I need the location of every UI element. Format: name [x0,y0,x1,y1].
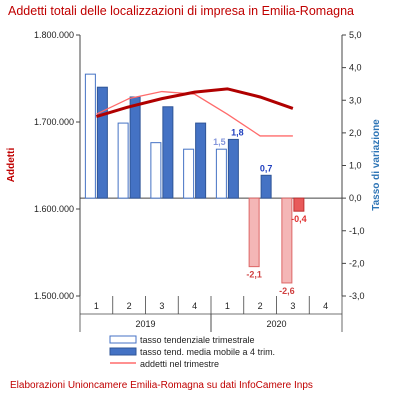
right-tick-label: 4,0 [349,63,362,73]
bar-tendenziale [150,142,162,199]
legend-swatch-filled [109,347,137,356]
line-addetti [96,90,293,137]
right-tick-label: -2,0 [349,258,365,268]
line-trend [95,87,294,118]
bar-tendenziale [84,73,96,199]
right-tick-label: 2,0 [349,128,362,138]
x-tick-label: 3 [159,301,164,311]
legend-label: tasso tendenziale trimestrale [140,335,255,345]
bar-media-mobile [293,197,305,212]
right-tick-label: 0,0 [349,193,362,203]
x-tick-label: 2 [127,301,132,311]
x-tick-label: 2 [258,301,263,311]
legend-swatch-outline [109,335,137,344]
right-tick-label: 3,0 [349,95,362,105]
bar-media-mobile [227,138,239,199]
bar-media-mobile [260,174,272,199]
data-label: 1,5 [213,137,226,147]
data-label: 1,8 [231,127,244,137]
bar-media-mobile [195,122,207,199]
right-tick-label: 1,0 [349,161,362,171]
bar-tendenziale [183,148,195,199]
x-tick-label: 4 [192,301,197,311]
x-tick-label: 4 [323,301,328,311]
source-footer: Elaborazioni Unioncamere Emilia-Romagna … [10,380,313,391]
bar-media-mobile [129,96,141,199]
x-tick-label: 1 [94,301,99,311]
data-label: -2,1 [246,270,262,280]
x-tick-label: 3 [290,301,295,311]
y-axis-title-left: Addetti [6,148,17,183]
chart-title: Addetti totali delle localizzazioni di i… [8,4,354,18]
left-tick-label: 1.700.000 [34,117,74,127]
left-tick-label: 1.600.000 [34,204,74,214]
bar-tendenziale [215,148,227,199]
bar-tendenziale [281,197,293,284]
year-label: 2019 [135,319,155,329]
left-tick-label: 1.500.000 [34,291,74,301]
right-tick-label: 5,0 [349,30,362,40]
left-tick-label: 1.800.000 [34,30,74,40]
bar-tendenziale [248,197,260,268]
data-label: 0,7 [260,163,273,173]
right-tick-label: -3,0 [349,291,365,301]
x-tick-label: 1 [225,301,230,311]
data-label: -2,6 [279,286,295,296]
bar-tendenziale [117,122,129,199]
y-axis-title-right: Tasso di variazione [371,119,382,211]
bar-media-mobile [162,106,174,199]
bar-media-mobile [96,86,108,199]
year-label: 2020 [266,319,286,329]
legend-label: addetti nel trimestre [140,359,219,369]
legend-label: tasso tend. media mobile a 4 trim. [140,347,275,357]
data-label: -0,4 [291,214,307,224]
right-tick-label: -1,0 [349,226,365,236]
